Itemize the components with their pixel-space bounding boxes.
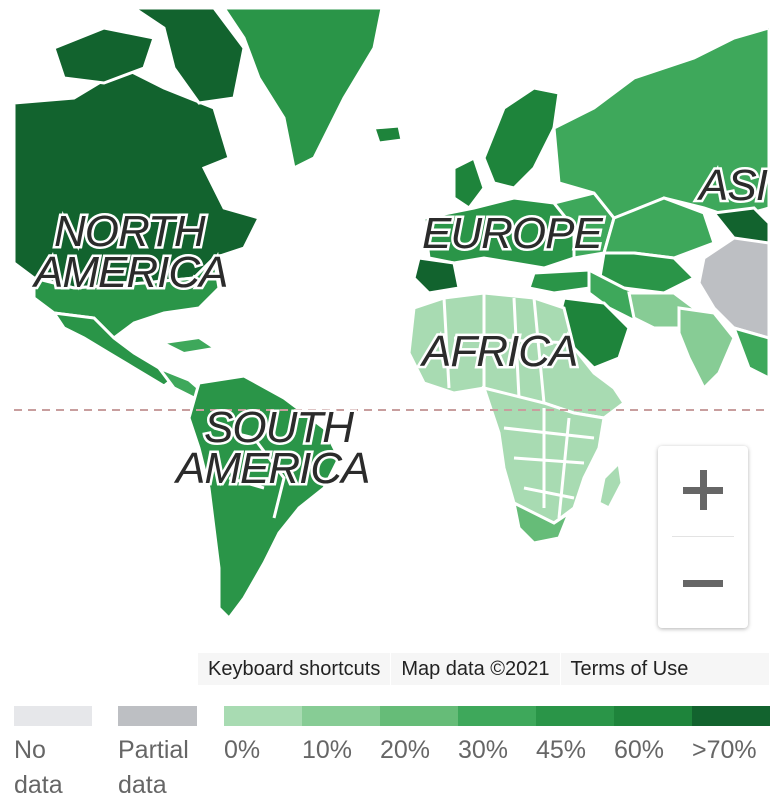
uk[interactable] bbox=[452, 155, 486, 211]
zoom-divider bbox=[672, 536, 734, 537]
legend-item-no-data: No data bbox=[14, 706, 92, 803]
label-south-america: SOUTH AMERICA bbox=[173, 403, 369, 493]
attribution-divider bbox=[559, 653, 561, 685]
brazil-border bbox=[213, 426, 286, 519]
arctic-islands[interactable] bbox=[52, 26, 156, 85]
legend-item-60: 60% bbox=[614, 706, 692, 768]
legend-item-partial-data: Partial data bbox=[118, 706, 197, 803]
legend-item-20: 20% bbox=[380, 706, 458, 768]
label-north-america: NORTH AMERICA bbox=[31, 207, 227, 297]
india[interactable] bbox=[677, 306, 736, 391]
legend-swatch bbox=[14, 706, 92, 726]
north-africa-borders bbox=[442, 293, 575, 404]
legend-label: 20% bbox=[380, 736, 431, 764]
legend-label: 30% bbox=[458, 736, 509, 764]
label-africa: AFRICA bbox=[419, 327, 577, 376]
iberia[interactable] bbox=[412, 256, 461, 295]
world-map[interactable]: NORTH AMERICA EUROPE AFRICA ASI SOUTH AM… bbox=[14, 8, 769, 684]
greenland[interactable] bbox=[222, 8, 384, 171]
keyboard-shortcuts-link[interactable]: Keyboard shortcuts bbox=[208, 657, 381, 680]
legend-label: 60% bbox=[614, 736, 665, 764]
madagascar[interactable] bbox=[597, 459, 624, 511]
legend-item-45: 45% bbox=[536, 706, 614, 768]
legend-label: >70% bbox=[692, 736, 757, 764]
map-canvas[interactable]: NORTH AMERICA EUROPE AFRICA ASI SOUTH AM… bbox=[14, 8, 769, 684]
south-america[interactable] bbox=[187, 374, 341, 621]
legend-item-30: 30% bbox=[458, 706, 536, 768]
legend-swatch bbox=[692, 706, 770, 726]
attribution-divider bbox=[390, 653, 392, 685]
legend-swatch bbox=[614, 706, 692, 726]
legend-swatch bbox=[118, 706, 197, 726]
legend-swatch bbox=[458, 706, 536, 726]
legend-label: No data bbox=[14, 736, 63, 799]
southeast-asia[interactable] bbox=[731, 325, 769, 380]
mongolia[interactable] bbox=[711, 206, 769, 245]
legend-item-70: >70% bbox=[692, 706, 770, 768]
southern-africa[interactable] bbox=[511, 500, 573, 545]
legend-item-10: 10% bbox=[302, 706, 380, 768]
central-africa-borders bbox=[503, 408, 595, 519]
map-data-text: Map data ©2021 bbox=[401, 657, 550, 680]
turkey[interactable] bbox=[527, 268, 608, 295]
legend-label: 45% bbox=[536, 736, 587, 764]
legend-label: 10% bbox=[302, 736, 353, 764]
legend-swatch bbox=[536, 706, 614, 726]
label-europe: EUROPE bbox=[422, 209, 603, 258]
label-asia: ASI bbox=[696, 161, 768, 210]
arctic-islands-east[interactable] bbox=[131, 8, 246, 105]
legend-swatch bbox=[224, 706, 302, 726]
iceland[interactable] bbox=[371, 124, 404, 145]
legend-item-0: 0% bbox=[224, 706, 302, 768]
zoom-in-button[interactable] bbox=[658, 446, 748, 536]
zoom-controls bbox=[658, 446, 748, 628]
zoom-out-button[interactable] bbox=[658, 538, 748, 628]
legend-label: 0% bbox=[224, 736, 261, 764]
legend-swatch bbox=[302, 706, 380, 726]
color-legend: No data Partial data 0% 10% 20% 30% 45% … bbox=[0, 706, 775, 807]
legend-label: Partial data bbox=[118, 736, 189, 799]
legend-swatch bbox=[380, 706, 458, 726]
caribbean[interactable] bbox=[160, 336, 217, 355]
terms-of-use-link[interactable]: Terms of Use bbox=[570, 657, 689, 680]
map-attribution: Keyboard shortcuts Map data ©2021 Terms … bbox=[198, 653, 769, 685]
